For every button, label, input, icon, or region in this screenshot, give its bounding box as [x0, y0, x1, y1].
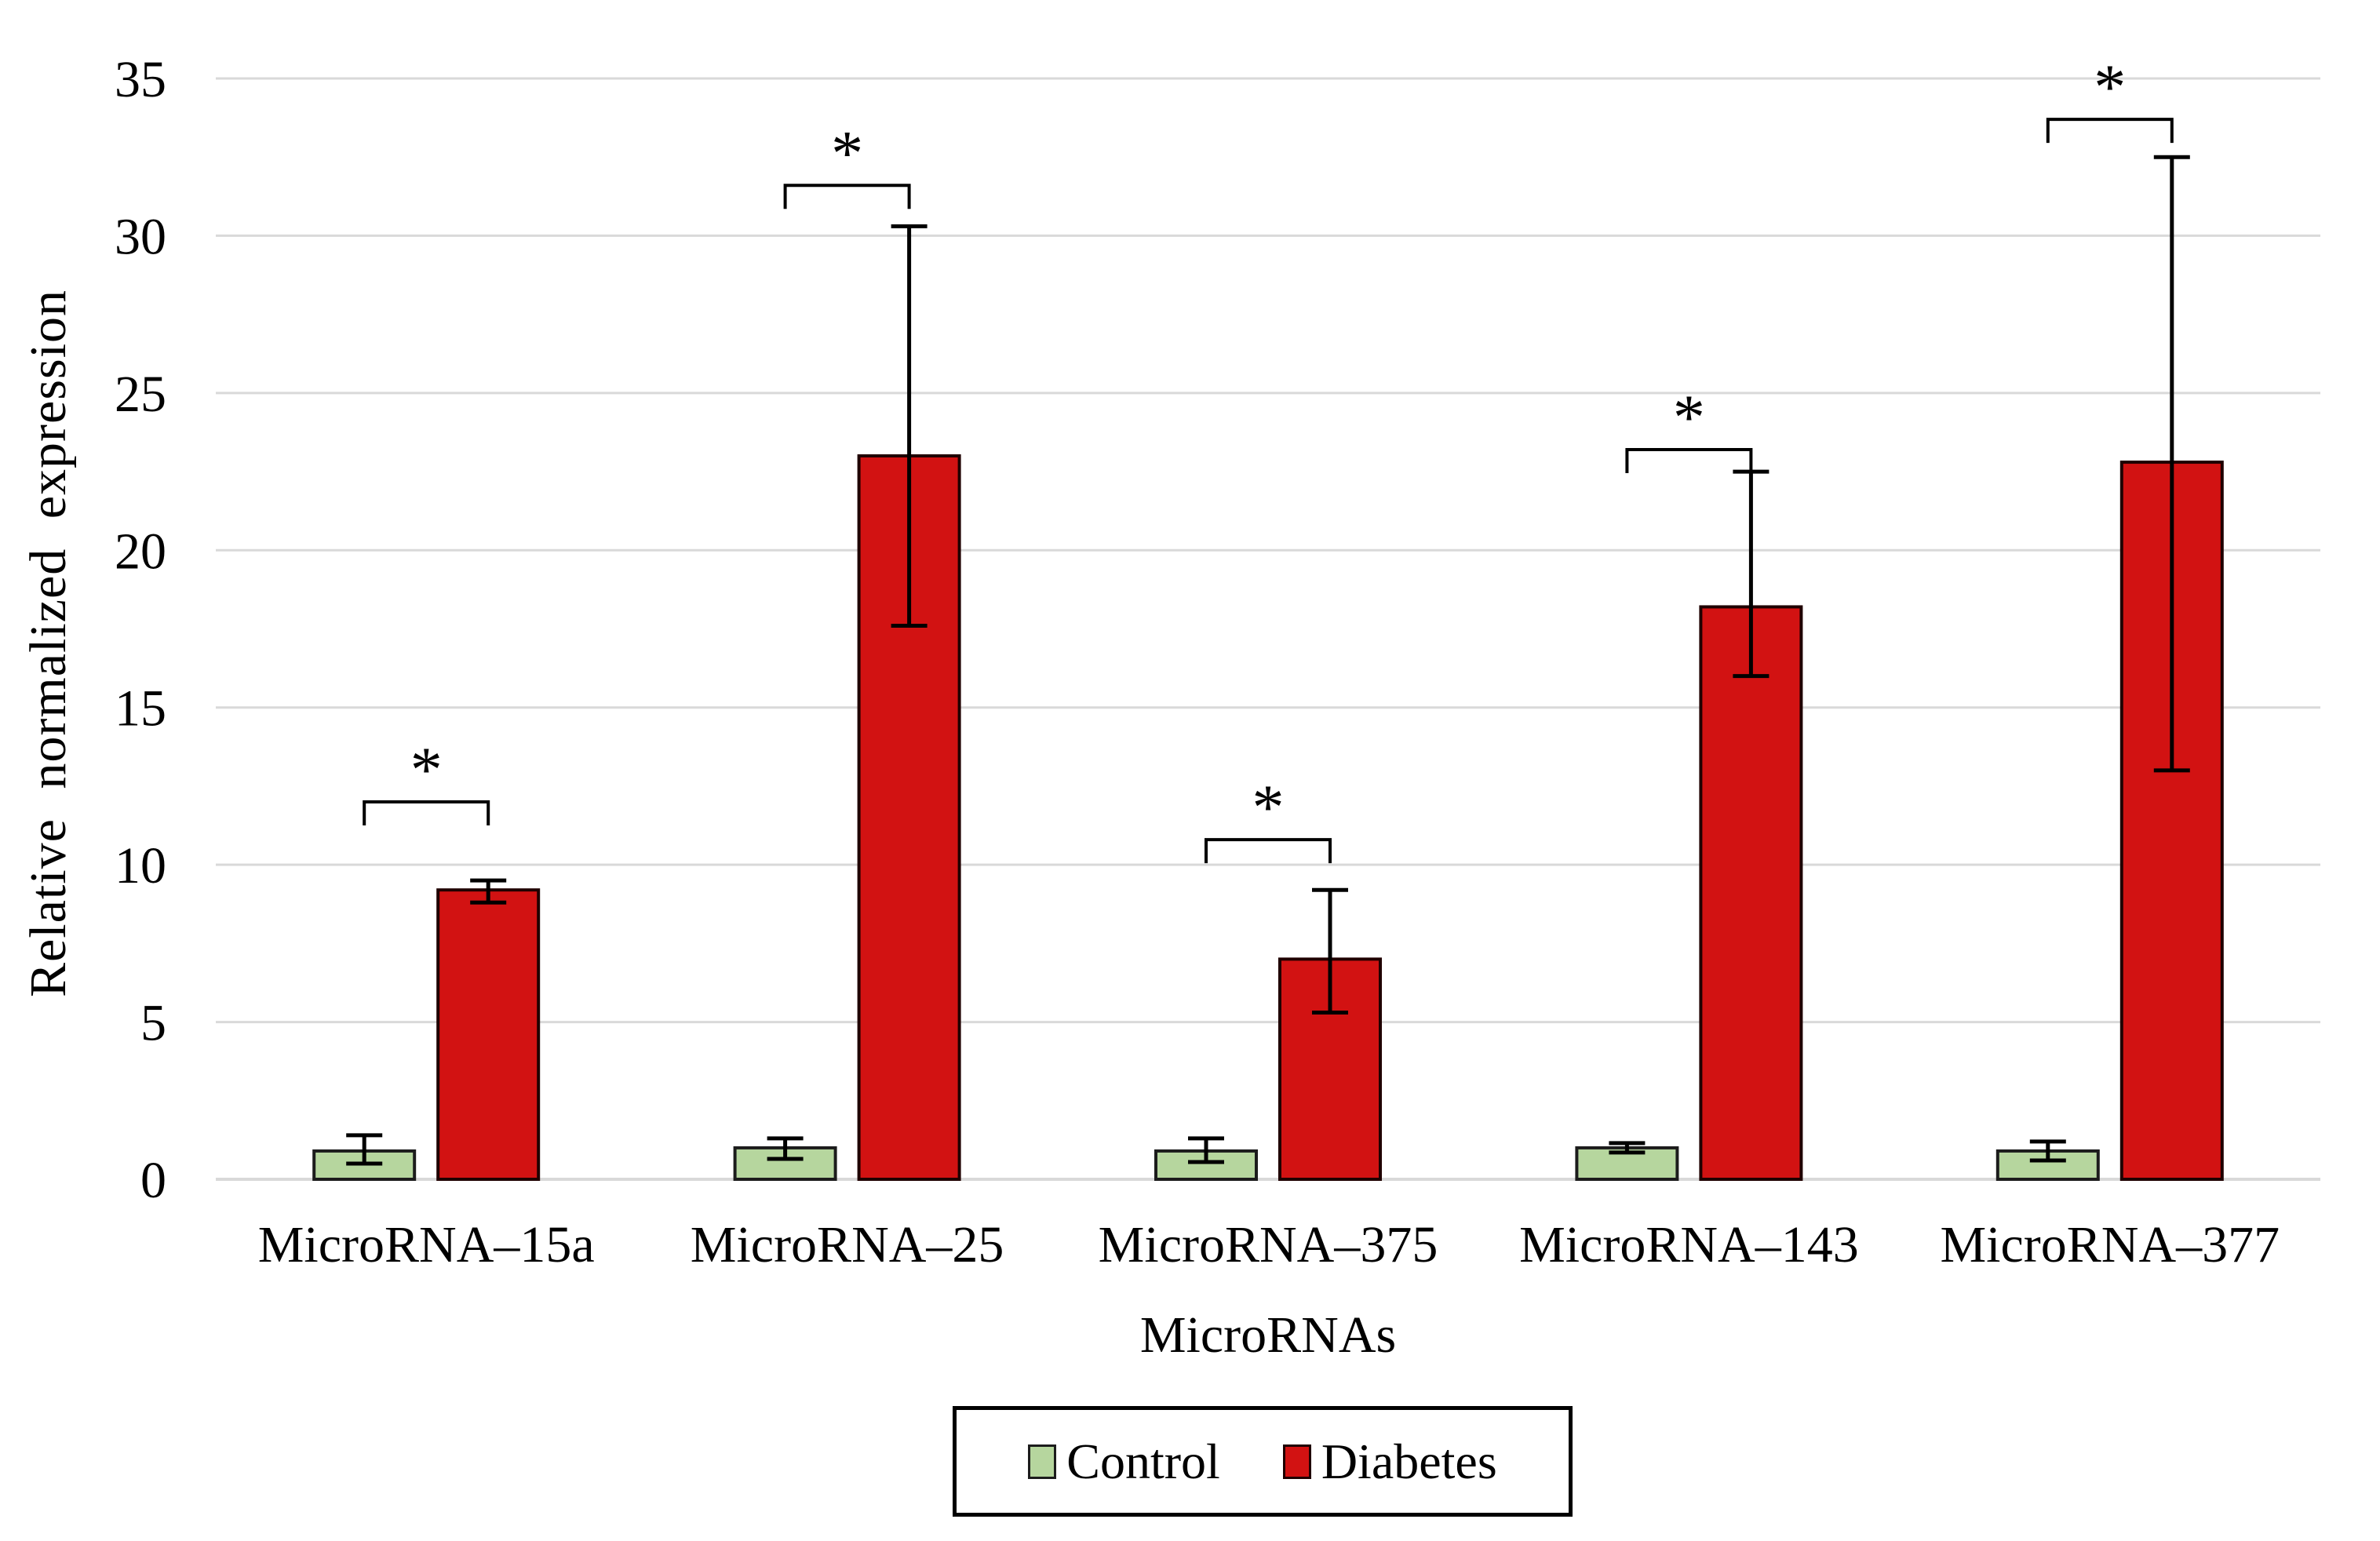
legend-item-diabetes: Diabetes: [1282, 1433, 1497, 1491]
legend: Control Diabetes: [953, 1406, 1573, 1517]
significance-asterisk: *: [1252, 771, 1285, 843]
y-tick-label: 20: [115, 523, 166, 580]
category-label: MicroRNA–15a: [258, 1216, 595, 1273]
category-label: MicroRNA–377: [1940, 1216, 2280, 1273]
significance-asterisk: *: [410, 734, 443, 805]
bar-diabetes-3: [1699, 605, 1803, 1181]
diabetes-swatch-icon: [1282, 1444, 1311, 1479]
y-tick-label: 30: [115, 208, 166, 265]
control-swatch-icon: [1028, 1444, 1057, 1479]
significance-bracket: [783, 184, 911, 209]
category-label: MicroRNA–25: [691, 1216, 1004, 1273]
bar-diabetes-0: [436, 888, 541, 1181]
significance-bracket: [363, 800, 490, 825]
category-label: MicroRNA–143: [1519, 1216, 1859, 1273]
category-label: MicroRNA–375: [1099, 1216, 1438, 1273]
y-tick-label: 15: [115, 680, 166, 738]
legend-item-control: Control: [1028, 1433, 1220, 1491]
x-axis-title: MicroRNAs: [1139, 1306, 1397, 1364]
significance-bracket: [1205, 838, 1332, 864]
significance-asterisk: *: [831, 117, 863, 188]
legend-label-control: Control: [1066, 1433, 1220, 1489]
legend-label-diabetes: Diabetes: [1321, 1433, 1497, 1489]
y-tick-label: 5: [140, 995, 166, 1052]
y-tick-label: 25: [115, 366, 166, 423]
significance-bracket: [1625, 448, 1753, 474]
y-tick-label: 35: [115, 51, 166, 108]
y-tick-label: 0: [140, 1152, 166, 1209]
y-axis-title: Relative normalized expression: [20, 289, 77, 998]
significance-asterisk: *: [1673, 381, 1705, 453]
y-tick-label: 10: [115, 837, 166, 894]
significance-asterisk: *: [2094, 51, 2126, 122]
significance-bracket: [2046, 118, 2174, 144]
